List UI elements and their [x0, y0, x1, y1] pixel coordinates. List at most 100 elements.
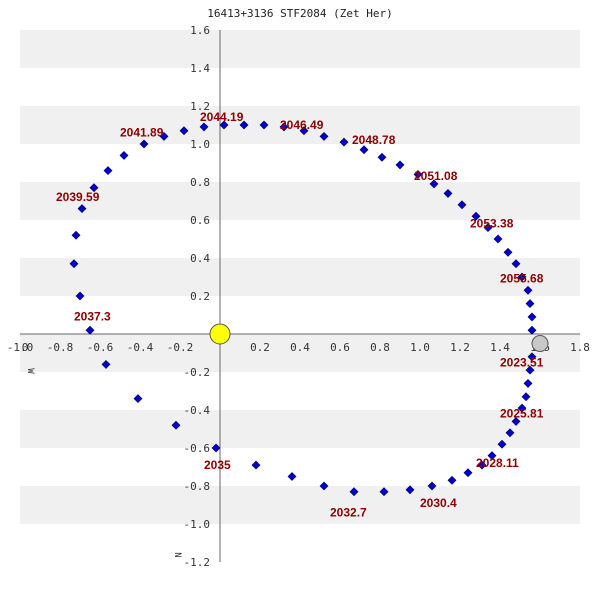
x-tick-label: 0.2 [250, 341, 270, 354]
epoch-label: 2025.81 [500, 407, 544, 421]
west-label: W [25, 368, 35, 374]
orbit-point [517, 403, 527, 413]
y-tick-label: 1.4 [190, 62, 210, 75]
orbit-point [75, 291, 85, 301]
orbit-point [101, 359, 111, 369]
orbit-point [133, 394, 143, 404]
orbit-point [219, 120, 229, 130]
markers [209, 323, 549, 352]
orbit-point [319, 131, 329, 141]
orbit-point [171, 420, 181, 430]
orbit-point [69, 259, 79, 269]
orbit-point [443, 188, 453, 198]
y-tick-label: 0.6 [190, 214, 210, 227]
orbit-point [413, 169, 423, 179]
orbit-point [377, 152, 387, 162]
y-tick-label: -0.6 [184, 442, 211, 455]
orbit-point [279, 122, 289, 132]
orbit-point [427, 481, 437, 491]
orbit-point [527, 352, 537, 362]
axes [20, 30, 580, 562]
epoch-label: 2051.08 [414, 169, 458, 183]
orbit-point [487, 451, 497, 461]
y-tick-label: -0.8 [184, 480, 211, 493]
orbit-point [497, 439, 507, 449]
orbit-point [179, 126, 189, 136]
orbit-point [477, 460, 487, 470]
orbit-point [251, 460, 261, 470]
orbit-point [239, 120, 249, 130]
orbit-point [103, 166, 113, 176]
orbit-point [349, 487, 359, 497]
y-tick-label: -0.2 [184, 366, 211, 379]
x-tick-label: -0.6 [87, 341, 114, 354]
x-tick-label: 0.6 [330, 341, 350, 354]
orbit-point [71, 230, 81, 240]
orbit-point [85, 325, 95, 335]
orbit-point [457, 200, 467, 210]
x-tick-label: -0.2 [167, 341, 194, 354]
y-tick-label: -0.4 [184, 404, 211, 417]
tick-labels: -1.0 -0.8 -0.6 -0.4 -0.2 0.2 0.4 0.6 0.8 1.0 1.2 1.… [7, 24, 590, 569]
x-tick-label: 1.4 [490, 341, 510, 354]
grid-bands [20, 30, 580, 524]
epoch-labels: 2023.51 2025.81 2028.11 2030.4 2032.7 2035 203… [56, 110, 544, 519]
y-tick-label: 0.4 [190, 252, 210, 265]
orbit-point [359, 145, 369, 155]
orbit-point [319, 481, 329, 491]
epoch-label: 2030.4 [420, 496, 457, 510]
grid-band [20, 106, 580, 144]
epoch-label: 2055.68 [500, 272, 544, 286]
x-tick-label: -1.0 [7, 341, 34, 354]
orbit-point [395, 160, 405, 170]
x-tick-label: 0.4 [290, 341, 310, 354]
orbit-point [159, 131, 169, 141]
epoch-label: 2032.7 [330, 505, 367, 519]
epoch-label: 2039.59 [56, 190, 100, 204]
y-tick-label: 0.2 [190, 290, 210, 303]
north-label: N [172, 552, 182, 557]
orbit-point [89, 183, 99, 193]
orbit-point [503, 247, 513, 257]
grid-band [20, 410, 580, 448]
y-tick-label: 1.6 [190, 24, 210, 37]
orbit-point [511, 416, 521, 426]
x-tick-label: 1.0 [410, 341, 430, 354]
orbit-point [527, 312, 537, 322]
epoch-label: 2044.19 [200, 110, 244, 124]
grid-band [20, 182, 580, 220]
orbit-point [199, 122, 209, 132]
x-tick-label-zero: 0 [22, 341, 29, 354]
primary-star-marker [209, 323, 231, 345]
orbit-point [211, 443, 221, 453]
grid-band [20, 334, 580, 372]
orbit-point [493, 234, 503, 244]
orbit-point [483, 223, 493, 233]
y-tick-label: -1.0 [184, 518, 211, 531]
y-tick-label: 1.2 [190, 100, 210, 113]
orbit-point [523, 378, 533, 388]
current-position-marker [531, 335, 549, 352]
orbit-point [527, 325, 537, 335]
orbit-point [517, 272, 527, 282]
orbit-point [447, 475, 457, 485]
y-tick-label: 0.8 [190, 176, 210, 189]
x-tick-label: 1.8 [570, 341, 590, 354]
orbit-point [259, 120, 269, 130]
orbit-point [525, 299, 535, 309]
orbit-point [523, 285, 533, 295]
epoch-label: 2046.49 [280, 118, 324, 132]
orbit-point [379, 487, 389, 497]
epoch-label: 2035 [204, 458, 231, 472]
orbit-point [339, 137, 349, 147]
orbit-point [119, 150, 129, 160]
orbit-point [287, 472, 297, 481]
grid-band [20, 486, 580, 524]
orbit-point [77, 204, 87, 214]
chart-title: 16413+3136 STF2084 (Zet Her) [207, 7, 392, 20]
x-tick-label: -0.8 [47, 341, 74, 354]
x-tick-label: -0.4 [127, 341, 154, 354]
orbit-point [429, 179, 439, 189]
orbit-point [463, 468, 473, 478]
